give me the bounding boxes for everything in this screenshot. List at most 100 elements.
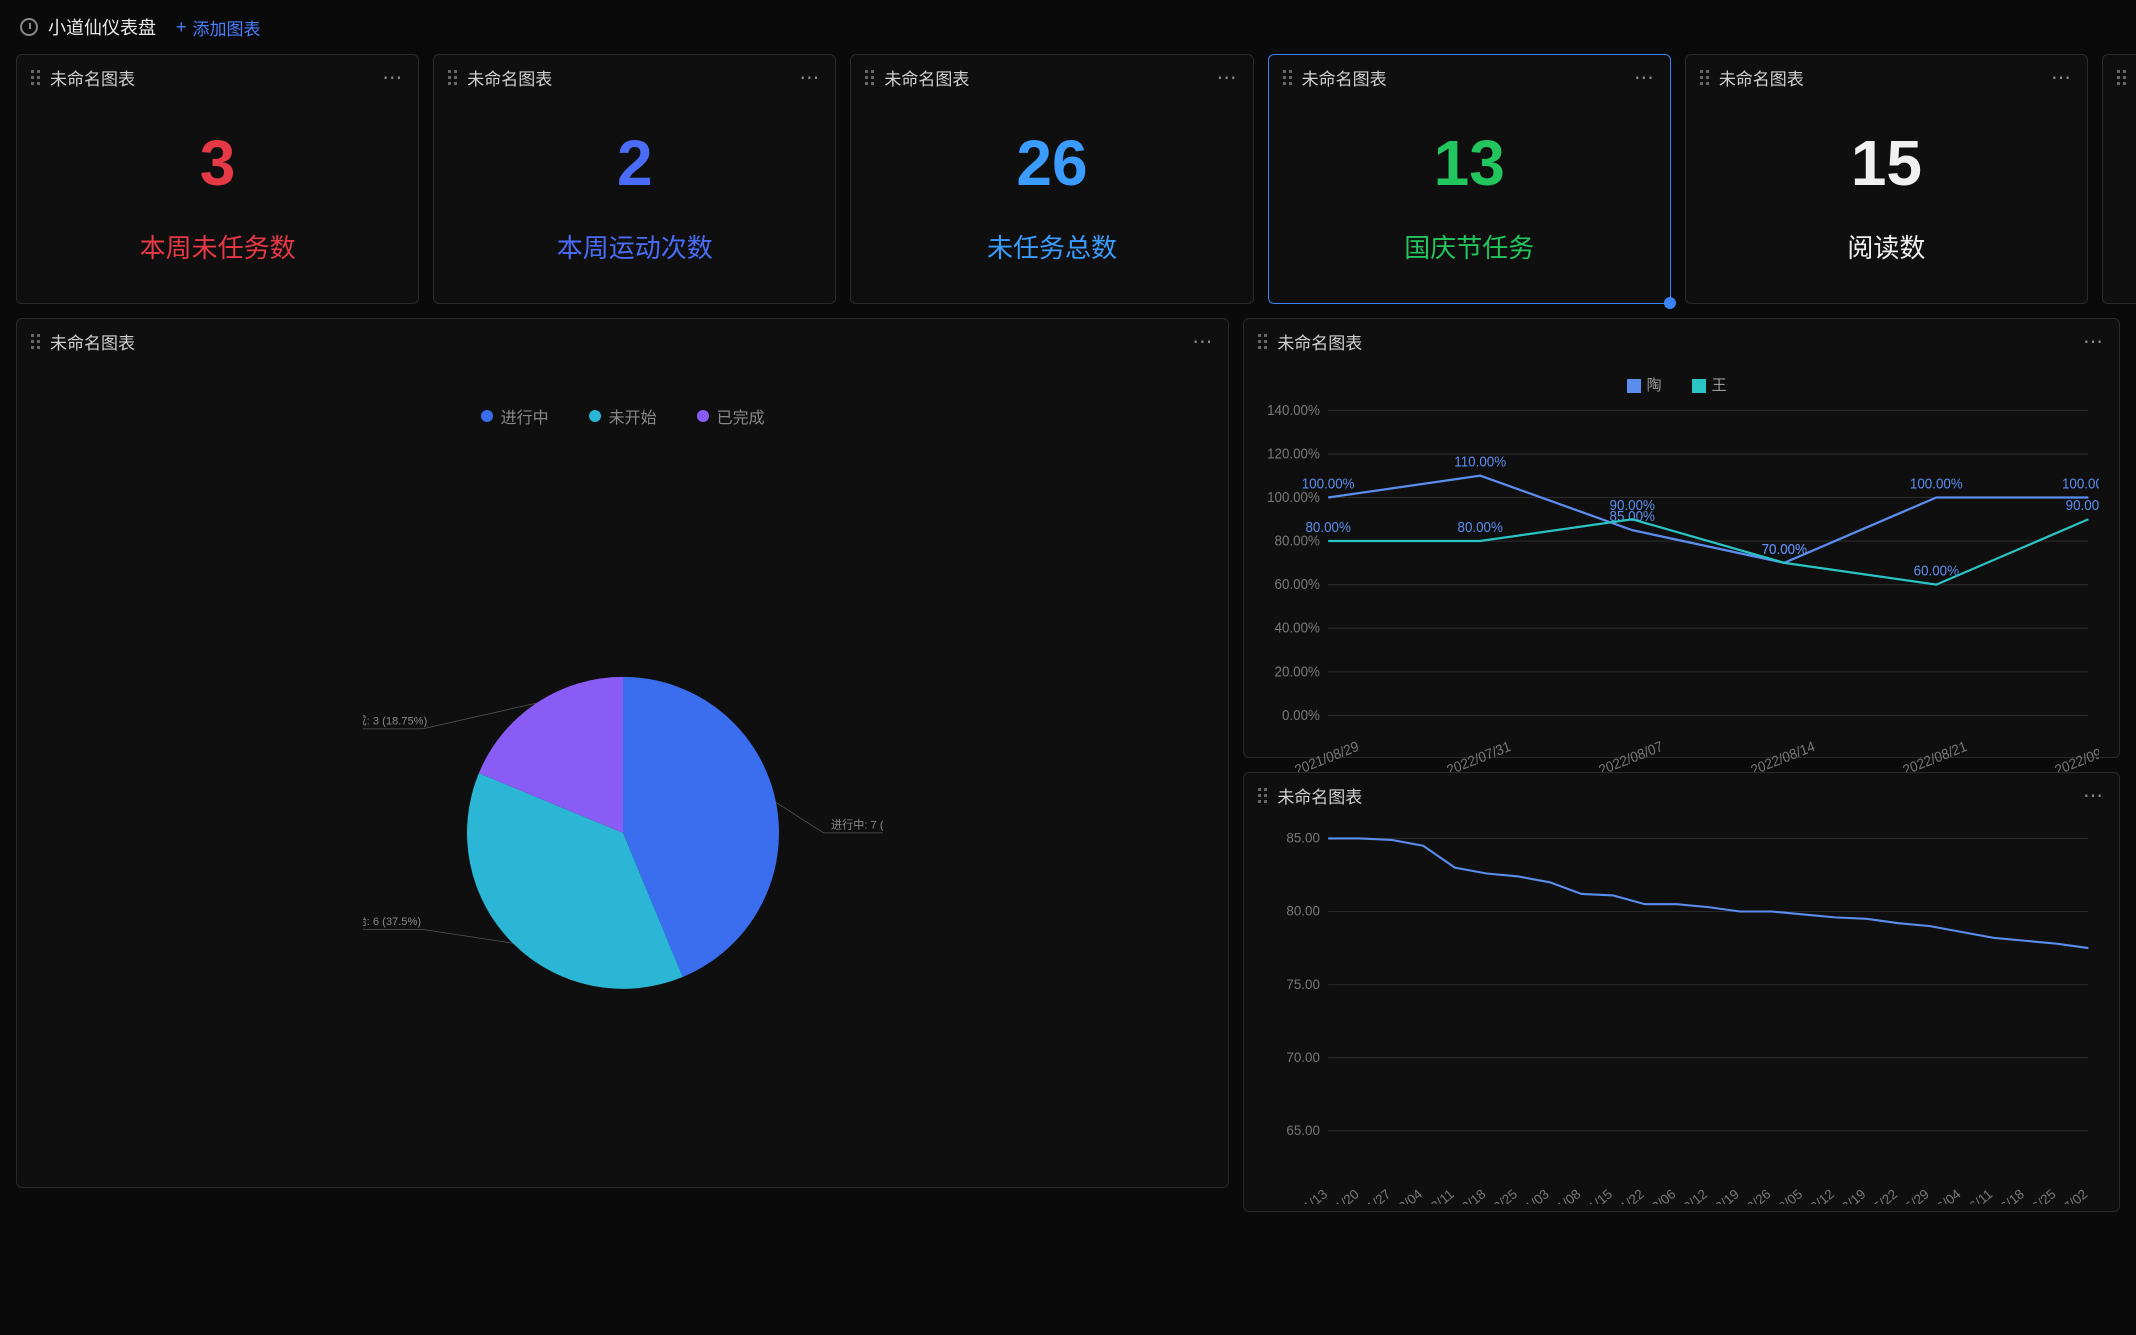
stat-card[interactable]: 未命名图表 ⋯ 3 本周未任务数 (16, 54, 419, 304)
line-top-legend: 陶王 (1254, 374, 2099, 395)
panel-title: 未命名图表 (1277, 783, 1362, 808)
stat-body (2103, 100, 2136, 303)
svg-text:80.00: 80.00 (1287, 903, 1320, 918)
svg-text:2022/08/14: 2022/08/14 (1749, 737, 1817, 771)
stat-value: 3 (200, 128, 236, 198)
stat-card[interactable]: 未命名图表 ⋯ 13 国庆节任务 (1268, 54, 1671, 304)
legend-item[interactable]: 已完成 (697, 404, 765, 428)
legend-item[interactable]: 王 (1692, 374, 1727, 395)
svg-text:100.00%: 100.00% (1302, 475, 1355, 492)
stat-card[interactable]: 未 ⋯ (2102, 54, 2136, 304)
more-icon[interactable]: ⋯ (1217, 65, 1239, 90)
svg-text:2022/08/07: 2022/08/07 (1597, 737, 1665, 771)
drag-handle-icon[interactable] (865, 70, 874, 85)
panel-header: 未 ⋯ (2103, 55, 2136, 100)
line-chart-bottom-panel[interactable]: 未命名图表 ⋯ 65.00 70.00 75.00 80.00 85.00 2021/11… (1243, 772, 2120, 1212)
svg-text:120.00%: 120.00% (1267, 445, 1320, 462)
stat-label: 未任务总数 (987, 228, 1117, 265)
drag-handle-icon[interactable] (1283, 70, 1292, 85)
svg-text:85.00: 85.00 (1287, 830, 1320, 845)
stat-label: 国庆节任务 (1404, 228, 1534, 265)
panel-title: 未命名图表 (1277, 329, 1362, 354)
svg-text:未开始: 6 (37.5%): 未开始: 6 (37.5%) (363, 913, 421, 927)
pie-chart-panel[interactable]: 未命名图表 ⋯ 进行中 未开始 已完成 进行中: 7 (43.75%) 未开始: 6 … (16, 318, 1229, 1188)
svg-text:2021/08/29: 2021/08/29 (1293, 737, 1361, 771)
svg-text:90.00%: 90.00% (2066, 497, 2099, 514)
svg-text:100.00%: 100.00% (1910, 475, 1963, 492)
svg-text:70.00: 70.00 (1287, 1050, 1320, 1065)
svg-text:2022/07/31: 2022/07/31 (1445, 737, 1513, 771)
drag-handle-icon[interactable] (448, 70, 457, 85)
svg-text:进行中: 7 (43.75%): 进行中: 7 (43.75%) (831, 818, 883, 831)
panel-header: 未命名图表 ⋯ (1269, 55, 1670, 100)
panel-header: 未命名图表 ⋯ (1686, 55, 2087, 100)
more-icon[interactable]: ⋯ (382, 65, 404, 90)
stat-value: 15 (1851, 128, 1922, 198)
stat-body: 2 本周运动次数 (434, 100, 835, 303)
svg-text:80.00%: 80.00% (1458, 518, 1503, 535)
more-icon[interactable]: ⋯ (1192, 329, 1214, 354)
more-icon[interactable]: ⋯ (2083, 783, 2105, 808)
more-icon[interactable]: ⋯ (799, 65, 821, 90)
dashboard-title: 小道仙仪表盘 (48, 14, 156, 40)
line-chart-top-panel[interactable]: 未命名图表 ⋯ 陶王 0.00%20.00%40.00%60.00%80.00%… (1243, 318, 2120, 758)
stat-card[interactable]: 未命名图表 ⋯ 2 本周运动次数 (433, 54, 836, 304)
stat-body: 15 阅读数 (1686, 100, 2087, 303)
more-icon[interactable]: ⋯ (1634, 65, 1656, 90)
add-chart-button[interactable]: + 添加图表 (176, 15, 261, 40)
svg-text:60.00%: 60.00% (1914, 562, 1959, 579)
svg-text:2021/11/13: 2021/11/13 (1270, 1186, 1330, 1204)
legend-item[interactable]: 未开始 (589, 404, 657, 428)
more-icon[interactable]: ⋯ (2051, 65, 2073, 90)
drag-handle-icon[interactable] (31, 70, 40, 85)
panel-header: 未命名图表 ⋯ (851, 55, 1252, 100)
stat-body: 13 国庆节任务 (1269, 100, 1670, 303)
drag-handle-icon[interactable] (1700, 70, 1709, 85)
line-chart-top: 0.00% 20.00% 40.00% 60.00% 80.00% 100.00% 120.… (1254, 399, 2099, 772)
stat-label: 本周未任务数 (140, 228, 296, 265)
drag-handle-icon[interactable] (1258, 788, 1267, 803)
stat-body: 3 本周未任务数 (17, 100, 418, 303)
svg-text:20.00%: 20.00% (1275, 663, 1320, 680)
drag-handle-icon[interactable] (31, 334, 40, 349)
stat-value: 13 (1434, 128, 1505, 198)
svg-text:110.00%: 110.00% (1455, 453, 1507, 470)
panel-title: 未命名图表 (1302, 65, 1387, 90)
svg-text:2022/09/04: 2022/09/04 (2053, 737, 2099, 771)
stat-value: 26 (1016, 128, 1087, 198)
chart-body: 65.0070.0075.0080.0085.002021/11/132021/… (1244, 818, 2119, 1214)
stat-label: 本周运动次数 (557, 228, 713, 265)
svg-text:75.00: 75.00 (1287, 977, 1320, 992)
drag-handle-icon[interactable] (1258, 334, 1267, 349)
panel-header: 未命名图表 ⋯ (1244, 773, 2119, 818)
svg-text:90.00%: 90.00% (1610, 497, 1655, 514)
svg-text:80.00%: 80.00% (1306, 518, 1351, 535)
svg-text:已完成: 3 (18.75%): 已完成: 3 (18.75%) (363, 713, 428, 727)
more-icon[interactable]: ⋯ (2083, 329, 2105, 354)
stat-card[interactable]: 未命名图表 ⋯ 15 阅读数 (1685, 54, 2088, 304)
legend-item[interactable]: 陶 (1627, 374, 1662, 395)
svg-text:40.00%: 40.00% (1275, 619, 1320, 636)
plus-icon: + (176, 17, 187, 38)
svg-text:0.00%: 0.00% (1282, 706, 1320, 723)
chart-body: 陶王 0.00%20.00%40.00%60.00%80.00%100.00%1… (1244, 364, 2119, 757)
stat-body: 26 未任务总数 (851, 100, 1252, 303)
line-chart-bottom: 65.0070.0075.0080.0085.002021/11/132021/… (1254, 828, 2099, 1204)
stat-card[interactable]: 未命名图表 ⋯ 26 未任务总数 (850, 54, 1253, 304)
clock-icon (20, 18, 38, 36)
panel-title: 未命名图表 (1719, 65, 1804, 90)
panel-title: 未命名图表 (884, 65, 969, 90)
svg-text:100.00%: 100.00% (2062, 475, 2099, 492)
stat-label: 阅读数 (1847, 228, 1925, 265)
panel-title: 未命名图表 (467, 65, 552, 90)
svg-text:65.00: 65.00 (1287, 1123, 1320, 1138)
drag-handle-icon[interactable] (2117, 70, 2126, 85)
topbar: 小道仙仪表盘 + 添加图表 (0, 0, 2136, 54)
legend-item[interactable]: 进行中 (481, 404, 549, 428)
panel-header: 未命名图表 ⋯ (17, 55, 418, 100)
pie-body: 进行中 未开始 已完成 进行中: 7 (43.75%) 未开始: 6 (37.5%) 已… (17, 364, 1228, 1187)
panel-header: 未命名图表 ⋯ (17, 319, 1228, 364)
panel-title: 未命名图表 (50, 65, 135, 90)
panel-title: 未命名图表 (50, 329, 135, 354)
dashboard-title-group: 小道仙仪表盘 (20, 14, 156, 40)
